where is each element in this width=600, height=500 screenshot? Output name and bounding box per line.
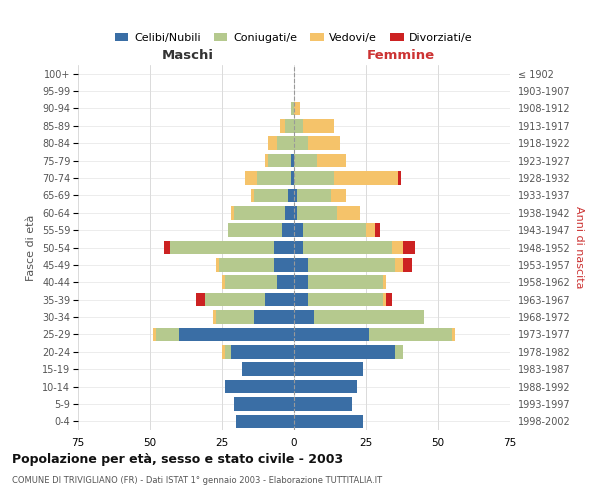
Bar	[214, 310, 216, 324]
Bar	[291, 102, 294, 115]
Bar	[242, 362, 294, 376]
Bar	[302, 240, 392, 254]
Bar	[294, 240, 302, 254]
Bar	[251, 188, 254, 202]
Bar	[398, 171, 401, 185]
Bar	[294, 345, 395, 358]
Text: Popolazione per età, sesso e stato civile - 2003: Popolazione per età, sesso e stato civil…	[12, 452, 343, 466]
Bar	[179, 328, 294, 341]
Bar	[274, 240, 294, 254]
Bar	[216, 258, 219, 272]
Bar	[383, 276, 386, 289]
Bar	[222, 276, 225, 289]
Bar	[245, 171, 257, 185]
Bar	[374, 224, 380, 237]
Bar	[308, 276, 383, 289]
Bar	[156, 328, 179, 341]
Bar	[392, 240, 403, 254]
Bar	[294, 362, 363, 376]
Text: Femmine: Femmine	[367, 50, 434, 62]
Bar	[369, 328, 452, 341]
Bar	[294, 310, 314, 324]
Bar	[294, 171, 334, 185]
Bar	[254, 188, 288, 202]
Bar	[225, 380, 294, 394]
Bar	[331, 188, 346, 202]
Bar	[317, 154, 346, 168]
Bar	[277, 136, 294, 150]
Bar	[294, 119, 302, 132]
Bar	[386, 293, 392, 306]
Bar	[170, 240, 274, 254]
Bar	[452, 328, 455, 341]
Bar	[294, 258, 308, 272]
Bar	[277, 276, 294, 289]
Text: Maschi: Maschi	[161, 50, 214, 62]
Bar	[233, 397, 294, 410]
Legend: Celibi/Nubili, Coniugati/e, Vedovi/e, Divorziati/e: Celibi/Nubili, Coniugati/e, Vedovi/e, Di…	[111, 28, 477, 48]
Bar	[297, 188, 331, 202]
Bar	[265, 293, 294, 306]
Bar	[219, 258, 274, 272]
Bar	[286, 119, 294, 132]
Bar	[288, 188, 294, 202]
Bar	[268, 154, 291, 168]
Bar	[294, 136, 308, 150]
Bar	[254, 310, 294, 324]
Bar	[294, 102, 300, 115]
Bar	[230, 345, 294, 358]
Bar	[383, 293, 386, 306]
Bar	[196, 293, 205, 306]
Text: COMUNE DI TRIVIGLIANO (FR) - Dati ISTAT 1° gennaio 2003 - Elaborazione TUTTITALI: COMUNE DI TRIVIGLIANO (FR) - Dati ISTAT …	[12, 476, 382, 485]
Bar	[222, 345, 225, 358]
Bar	[225, 276, 277, 289]
Bar	[205, 293, 265, 306]
Bar	[294, 293, 308, 306]
Bar	[230, 206, 233, 220]
Bar	[395, 258, 403, 272]
Bar	[337, 206, 360, 220]
Bar	[294, 276, 308, 289]
Bar	[403, 240, 415, 254]
Bar	[283, 224, 294, 237]
Bar	[280, 119, 286, 132]
Bar	[308, 136, 340, 150]
Bar	[233, 206, 286, 220]
Bar	[294, 154, 317, 168]
Bar	[294, 206, 297, 220]
Bar	[291, 171, 294, 185]
Bar	[297, 206, 337, 220]
Y-axis label: Fasce di età: Fasce di età	[26, 214, 37, 280]
Bar	[216, 310, 254, 324]
Bar	[294, 414, 363, 428]
Bar	[274, 258, 294, 272]
Bar	[314, 310, 424, 324]
Bar	[294, 328, 369, 341]
Y-axis label: Anni di nascita: Anni di nascita	[574, 206, 584, 289]
Bar	[153, 328, 156, 341]
Bar	[225, 345, 230, 358]
Bar	[395, 345, 403, 358]
Bar	[366, 224, 374, 237]
Bar	[294, 397, 352, 410]
Bar	[302, 119, 334, 132]
Bar	[291, 154, 294, 168]
Bar	[228, 224, 283, 237]
Bar	[294, 224, 302, 237]
Bar	[308, 293, 383, 306]
Bar	[308, 258, 395, 272]
Bar	[334, 171, 398, 185]
Bar	[236, 414, 294, 428]
Bar	[257, 171, 291, 185]
Bar	[286, 206, 294, 220]
Bar	[302, 224, 366, 237]
Bar	[403, 258, 412, 272]
Bar	[268, 136, 277, 150]
Bar	[164, 240, 170, 254]
Bar	[294, 380, 358, 394]
Bar	[265, 154, 268, 168]
Bar	[294, 188, 297, 202]
